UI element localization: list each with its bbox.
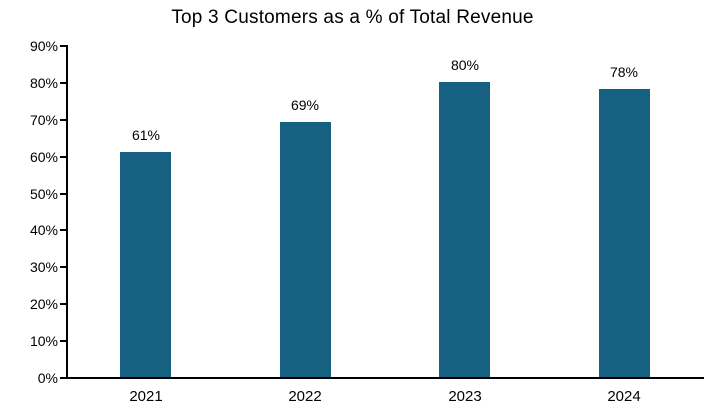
x-axis-tick-label: 2024	[607, 388, 641, 405]
y-axis-tick-label: 40%	[29, 222, 58, 239]
chart-title: Top 3 Customers as a % of Total Revenue	[171, 7, 534, 28]
y-axis-tick-label: 10%	[29, 333, 58, 350]
bar	[280, 122, 331, 377]
y-axis-tick-mark	[60, 81, 66, 84]
y-axis-tick-label: 60%	[29, 148, 58, 165]
bar-data-label: 69%	[290, 97, 320, 113]
bar	[599, 89, 650, 377]
bar-data-label: 61%	[131, 127, 161, 143]
y-axis-tick-mark	[60, 377, 66, 379]
y-axis-tick-mark	[60, 192, 66, 195]
y-axis-tick-mark	[60, 303, 66, 306]
y-axis-tick-mark	[60, 118, 66, 121]
y-axis-tick-mark	[60, 45, 66, 47]
y-axis-tick-label: 0%	[37, 370, 58, 386]
y-axis-tick-label: 70%	[29, 111, 58, 128]
x-axis-line	[66, 377, 704, 379]
x-axis-tick-label: 2021	[129, 388, 163, 405]
y-axis-tick-label: 90%	[29, 38, 58, 54]
y-axis-tick-mark	[60, 266, 66, 269]
bar-data-label: 78%	[609, 64, 639, 80]
y-axis-tick-mark	[60, 155, 66, 158]
x-axis-tick-label: 2023	[448, 388, 482, 405]
y-axis-tick-mark	[60, 229, 66, 232]
y-axis-line	[66, 45, 68, 379]
y-axis-tick-label: 80%	[29, 74, 58, 91]
y-axis-tick-label: 20%	[29, 296, 58, 313]
bar-data-label: 80%	[450, 57, 480, 73]
x-axis-tick-label: 2022	[288, 388, 322, 405]
y-axis-tick-label: 30%	[29, 259, 58, 276]
bar	[439, 82, 490, 377]
y-axis-tick-label: 50%	[29, 185, 58, 202]
y-axis-tick-mark	[60, 340, 66, 343]
bar	[120, 152, 171, 377]
